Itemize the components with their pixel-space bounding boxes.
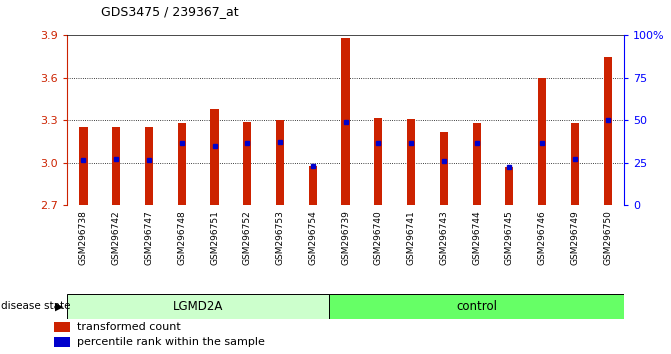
- Bar: [538, 78, 546, 205]
- Bar: [505, 167, 513, 205]
- Text: percentile rank within the sample: percentile rank within the sample: [77, 337, 265, 347]
- Bar: [54, 322, 70, 332]
- Bar: [374, 118, 382, 205]
- Bar: [329, 294, 624, 319]
- Bar: [178, 123, 186, 205]
- Text: ▶: ▶: [55, 301, 64, 311]
- Bar: [472, 123, 480, 205]
- Bar: [67, 294, 329, 319]
- Bar: [211, 109, 219, 205]
- Bar: [112, 127, 120, 205]
- Bar: [54, 337, 70, 347]
- Bar: [603, 57, 612, 205]
- Bar: [145, 127, 153, 205]
- Text: LGMD2A: LGMD2A: [173, 300, 223, 313]
- Text: control: control: [456, 300, 497, 313]
- Text: GDS3475 / 239367_at: GDS3475 / 239367_at: [101, 5, 238, 18]
- Bar: [407, 119, 415, 205]
- Text: disease state: disease state: [1, 301, 70, 311]
- Bar: [342, 38, 350, 205]
- Bar: [571, 123, 579, 205]
- Bar: [309, 166, 317, 205]
- Bar: [243, 122, 252, 205]
- Bar: [276, 120, 284, 205]
- Bar: [79, 127, 88, 205]
- Bar: [440, 132, 448, 205]
- Text: transformed count: transformed count: [77, 322, 181, 332]
